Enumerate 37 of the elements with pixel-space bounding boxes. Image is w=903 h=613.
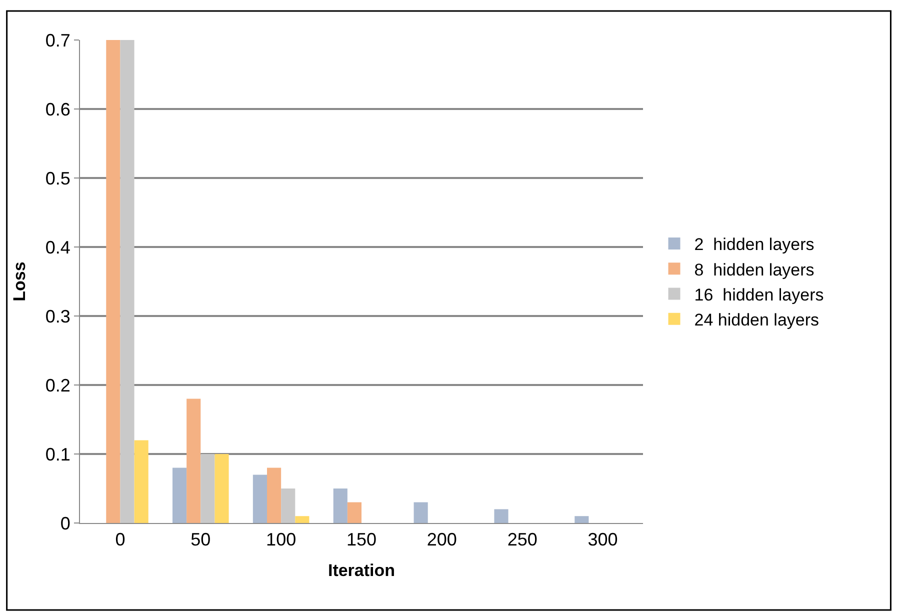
x-tick-label: 50 (190, 530, 211, 550)
bar (106, 40, 120, 523)
y-tick-label: 0.1 (45, 444, 70, 464)
y-tick-label: 0.7 (45, 30, 70, 50)
bar (172, 468, 187, 523)
legend-label: 8 hidden layers (694, 260, 814, 280)
y-tick-label: 0.3 (45, 306, 70, 326)
legend-label: 2 hidden layers (694, 235, 814, 254)
bar (414, 502, 428, 523)
y-tick-label: 0.2 (45, 375, 70, 396)
bar (281, 488, 296, 523)
bar (295, 516, 310, 523)
bar (200, 454, 215, 523)
bar (267, 468, 282, 523)
y-tick-label: 0.4 (45, 237, 70, 258)
x-tick-label: 150 (346, 530, 377, 550)
x-tick-label: 100 (266, 530, 296, 550)
bar (252, 474, 267, 523)
bar (494, 509, 508, 523)
x-tick-label: 200 (426, 530, 457, 550)
legend-label: 24 hidden layers (694, 310, 820, 330)
bar (186, 398, 201, 523)
x-tick-label: 250 (507, 530, 538, 550)
x-tick-label: 300 (588, 530, 618, 550)
bar (214, 454, 229, 523)
bar (120, 40, 134, 523)
x-axis-title: Iteration (328, 561, 396, 580)
y-tick-label: 0.6 (45, 99, 70, 120)
x-tick-label: 0 (115, 530, 126, 550)
bar (347, 502, 362, 523)
bar (333, 488, 348, 523)
bar (574, 516, 589, 523)
y-axis-title: Loss (10, 262, 29, 302)
bar (134, 440, 148, 523)
y-tick-label: 0 (60, 513, 70, 534)
y-tick-label: 0.5 (45, 168, 70, 188)
legend-label: 16 hidden layers (694, 285, 824, 304)
